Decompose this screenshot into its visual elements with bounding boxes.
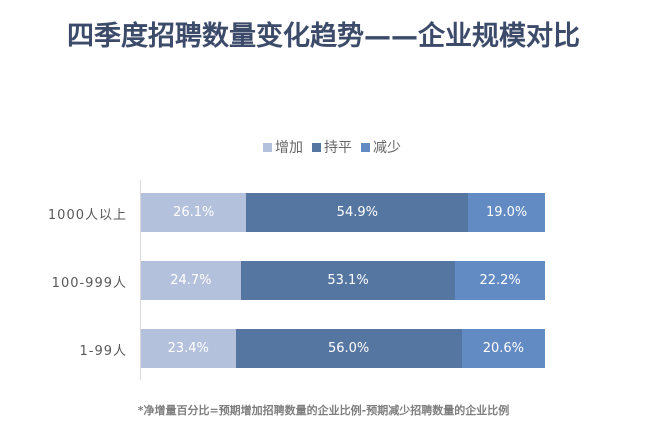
bar-segment-flat: 56.0% [235,329,462,368]
category-label: 1000人以上 [47,208,127,223]
footnote: *净增量百分比=预期增加招聘数量的企业比例-预期减少招聘数量的企业比例 [137,404,510,417]
bar-segment-decrease: 19.0% [468,193,545,232]
legend-swatch-icon [312,142,321,152]
legend-swatch-icon [263,142,272,152]
chart-title: 四季度招聘数量变化趋势——企业规模对比 [67,21,580,52]
legend-item-increase: 增加 [263,137,303,157]
bar-segment-increase: 24.7% [141,261,241,300]
category-label: 100-999人 [51,276,127,291]
bar-segment-increase: 23.4% [141,329,236,368]
stacked-bar-1-99: 23.4% 56.0% 20.6% [141,329,545,368]
category-axis-line [140,180,141,380]
legend-swatch-icon [361,142,370,152]
legend-label: 增加 [275,140,303,156]
bar-segment-flat: 54.9% [246,193,469,232]
legend-item-flat: 持平 [312,137,352,157]
bar-segment-flat: 53.1% [240,261,456,300]
legend-label: 减少 [373,140,401,156]
bar-segment-decrease: 20.6% [461,329,545,368]
bar-segment-decrease: 22.2% [455,261,545,300]
legend-label: 持平 [324,140,352,156]
stacked-bar-1000-plus: 26.1% 54.9% 19.0% [141,193,545,232]
category-label: 1-99人 [79,344,127,359]
bar-segment-increase: 26.1% [141,193,247,232]
chart-legend: 增加 持平 减少 [263,137,410,157]
stacked-bar-100-999: 24.7% 53.1% 22.2% [141,261,545,300]
legend-item-decrease: 减少 [361,137,401,157]
